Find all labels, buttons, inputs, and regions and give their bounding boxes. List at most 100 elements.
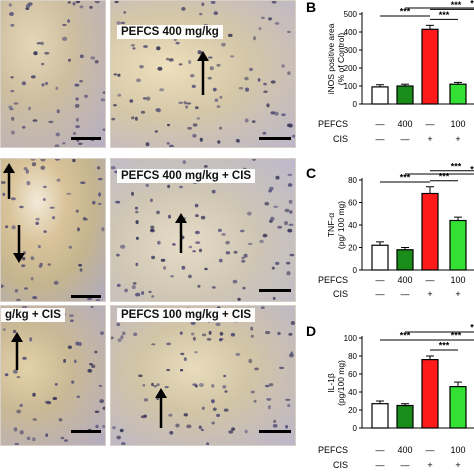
pefcs-dose-label: — <box>426 275 435 285</box>
nucleus <box>138 374 143 378</box>
nucleus <box>260 16 265 19</box>
nucleus <box>206 442 210 445</box>
significance-label: * <box>470 0 474 9</box>
significance-label: *** <box>451 0 462 10</box>
y-tick-label: 80 <box>348 352 357 361</box>
nucleus <box>71 380 75 384</box>
nucleus <box>262 131 267 135</box>
nucleus <box>62 23 67 27</box>
nucleus <box>263 82 267 86</box>
nucleus <box>153 385 158 388</box>
nucleus <box>271 1 277 4</box>
nucleus <box>179 331 183 335</box>
nucleus <box>186 424 192 429</box>
nucleus <box>1 284 4 289</box>
nucleus <box>102 91 105 94</box>
nucleus <box>131 116 135 120</box>
y-axis-label-line: (pg/100 mg) <box>336 360 346 406</box>
nucleus <box>1 181 6 184</box>
nucleus <box>136 78 141 83</box>
nucleus <box>244 429 248 434</box>
nucleus <box>263 90 268 93</box>
nucleus <box>237 297 241 301</box>
nucleus <box>111 166 116 170</box>
nucleus <box>247 211 252 216</box>
nucleus <box>134 206 139 210</box>
micrograph-label: g/kg + CIS <box>1 308 65 322</box>
nucleus <box>49 206 55 209</box>
nucleus <box>94 350 98 354</box>
significance-label: *** <box>439 10 450 20</box>
nucleus <box>42 198 46 201</box>
nucleus <box>54 383 58 386</box>
nucleus <box>56 109 60 114</box>
nucleus <box>113 73 118 76</box>
micrograph-pefcs-400-cis: PEFCS 400 mg/kg + CIS <box>110 158 296 302</box>
nucleus <box>168 413 173 417</box>
nucleus <box>78 263 82 267</box>
y-axis-label-line: iNOS positive area <box>326 23 336 94</box>
micrograph-control <box>0 0 106 148</box>
nucleus <box>102 424 105 429</box>
row-label-pefcs: PEFCS <box>318 275 348 285</box>
nucleus <box>38 245 41 249</box>
nucleus <box>117 73 121 77</box>
nucleus <box>13 102 19 105</box>
y-axis-label-line: TNF-α <box>326 213 336 237</box>
nucleus <box>14 442 20 445</box>
nucleus <box>134 116 138 121</box>
micrograph-pefcs-400: PEFCS 400 mg/kg <box>110 0 296 148</box>
nucleus <box>97 166 101 170</box>
nucleus <box>175 423 180 428</box>
nucleus <box>208 56 213 59</box>
nucleus <box>99 399 104 404</box>
nucleus <box>219 95 223 99</box>
nucleus <box>78 342 82 346</box>
nucleus <box>264 201 270 206</box>
nucleus <box>252 159 256 161</box>
nucleus <box>141 291 145 295</box>
y-tick-label: 40 <box>348 221 357 230</box>
bar <box>421 359 439 429</box>
nucleus <box>70 319 74 322</box>
nucleus <box>266 103 270 108</box>
nucleus <box>21 264 26 268</box>
nucleus <box>188 245 193 249</box>
nucleus <box>145 183 149 188</box>
cis-dose-label: — <box>401 134 410 144</box>
nucleus <box>192 336 196 341</box>
nucleus <box>24 287 28 290</box>
nucleus <box>291 134 295 138</box>
cis-dose-label: — <box>376 134 385 144</box>
nucleus <box>100 98 105 102</box>
nucleus <box>9 107 14 111</box>
nucleus <box>116 435 121 440</box>
nucleus <box>60 436 65 440</box>
nucleus <box>200 215 206 220</box>
nucleus <box>32 119 38 122</box>
scale-bar <box>259 289 291 292</box>
nucleus <box>16 409 22 414</box>
nucleus <box>22 256 26 261</box>
nucleus <box>111 336 114 340</box>
bar <box>449 83 467 105</box>
nucleus <box>228 430 234 434</box>
nucleus <box>273 205 279 208</box>
nucleus <box>129 99 134 103</box>
nucleus <box>77 227 80 232</box>
nucleus <box>275 261 280 265</box>
nucleus <box>94 60 99 64</box>
nucleus <box>75 1 81 4</box>
nucleus <box>183 413 188 417</box>
nucleus <box>272 424 278 428</box>
cell-nuclei <box>8 1 105 147</box>
nucleus <box>11 225 16 230</box>
nucleus <box>117 93 122 97</box>
nucleus <box>79 268 83 272</box>
nucleus <box>151 295 155 298</box>
nucleus <box>27 2 33 6</box>
nucleus <box>56 178 61 182</box>
nucleus <box>244 118 249 123</box>
nucleus <box>221 42 226 47</box>
nucleus <box>151 255 156 260</box>
